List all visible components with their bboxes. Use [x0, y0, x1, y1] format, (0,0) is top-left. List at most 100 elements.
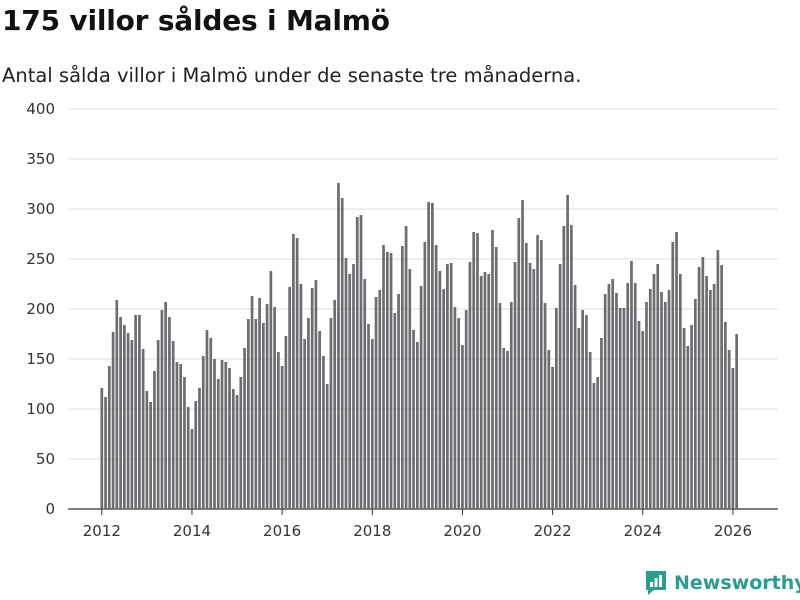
bar	[382, 245, 385, 509]
bar	[164, 302, 168, 509]
bar	[457, 318, 461, 509]
bar	[573, 285, 577, 509]
bar	[727, 350, 731, 509]
bar	[213, 359, 216, 509]
bar	[374, 297, 378, 509]
y-tick-label: 150	[26, 350, 55, 368]
bar	[468, 262, 472, 509]
bar	[536, 235, 539, 509]
bar	[709, 290, 712, 509]
bar	[645, 302, 648, 509]
bar	[179, 364, 183, 509]
bar	[141, 349, 145, 509]
bar	[352, 264, 355, 509]
bar	[329, 318, 333, 509]
bar	[652, 274, 656, 509]
bar	[303, 339, 307, 509]
bar	[149, 402, 152, 509]
bar	[194, 401, 198, 509]
bar	[528, 263, 532, 509]
bar	[491, 230, 494, 509]
bar	[675, 232, 678, 509]
bar	[588, 352, 592, 509]
bar	[295, 238, 299, 509]
bar	[160, 310, 164, 509]
bar	[419, 286, 423, 509]
bar	[524, 243, 528, 509]
bar	[705, 276, 708, 509]
bar	[479, 276, 483, 509]
bar	[344, 258, 348, 509]
y-tick-label: 300	[26, 200, 55, 218]
bar	[408, 269, 412, 509]
x-tick-label: 2012	[83, 522, 121, 540]
y-tick-label: 50	[36, 450, 55, 468]
bar	[472, 232, 476, 509]
bar	[156, 340, 160, 509]
bar	[258, 298, 261, 509]
bar	[385, 252, 389, 509]
bar	[427, 202, 430, 509]
bar	[731, 368, 735, 509]
bar	[416, 342, 419, 509]
bar	[363, 279, 367, 509]
bar	[637, 321, 641, 509]
bar	[618, 308, 622, 509]
bar	[701, 257, 705, 509]
bar	[209, 338, 213, 509]
bar	[724, 322, 727, 509]
bar	[611, 279, 615, 509]
bar	[431, 203, 434, 509]
bar	[607, 284, 611, 509]
bar	[370, 339, 374, 509]
bar	[273, 307, 276, 509]
bar	[138, 315, 141, 509]
bar	[265, 304, 269, 509]
bar	[126, 333, 130, 509]
bar	[566, 195, 569, 509]
bar	[333, 300, 337, 509]
newsworthy-logo[interactable]: Newsworthy	[644, 570, 800, 596]
y-tick-label: 350	[26, 150, 55, 168]
bar	[592, 383, 596, 509]
bar	[216, 379, 220, 509]
bar	[183, 377, 186, 509]
bar	[554, 308, 558, 509]
bar	[581, 310, 584, 509]
bar	[633, 283, 637, 509]
bar	[307, 318, 310, 509]
bar	[186, 407, 190, 509]
bar	[292, 234, 295, 509]
bar	[449, 263, 453, 509]
bar	[600, 338, 603, 509]
bar	[735, 334, 739, 509]
bar	[690, 325, 693, 509]
bar	[438, 271, 442, 509]
bar	[115, 300, 119, 509]
x-tick-label: 2018	[353, 522, 391, 540]
bar	[355, 217, 359, 509]
bar	[596, 377, 600, 509]
bar	[494, 247, 498, 509]
bar	[340, 198, 344, 509]
bar	[547, 350, 551, 509]
bar	[261, 323, 265, 509]
bar	[543, 303, 547, 509]
bar	[198, 388, 201, 509]
chart-subtitle: Antal sålda villor i Malmö under de sena…	[2, 64, 582, 87]
bar	[325, 384, 329, 509]
bar	[100, 388, 104, 509]
y-tick-label: 250	[26, 250, 55, 268]
bar	[603, 294, 607, 509]
bar	[671, 242, 675, 509]
bar	[284, 336, 288, 509]
bar	[712, 284, 716, 509]
bar	[107, 366, 111, 509]
bar	[231, 389, 235, 509]
bar	[641, 331, 645, 509]
bar	[235, 395, 239, 509]
bar	[389, 253, 393, 509]
bar	[367, 324, 370, 509]
bar	[558, 264, 562, 509]
